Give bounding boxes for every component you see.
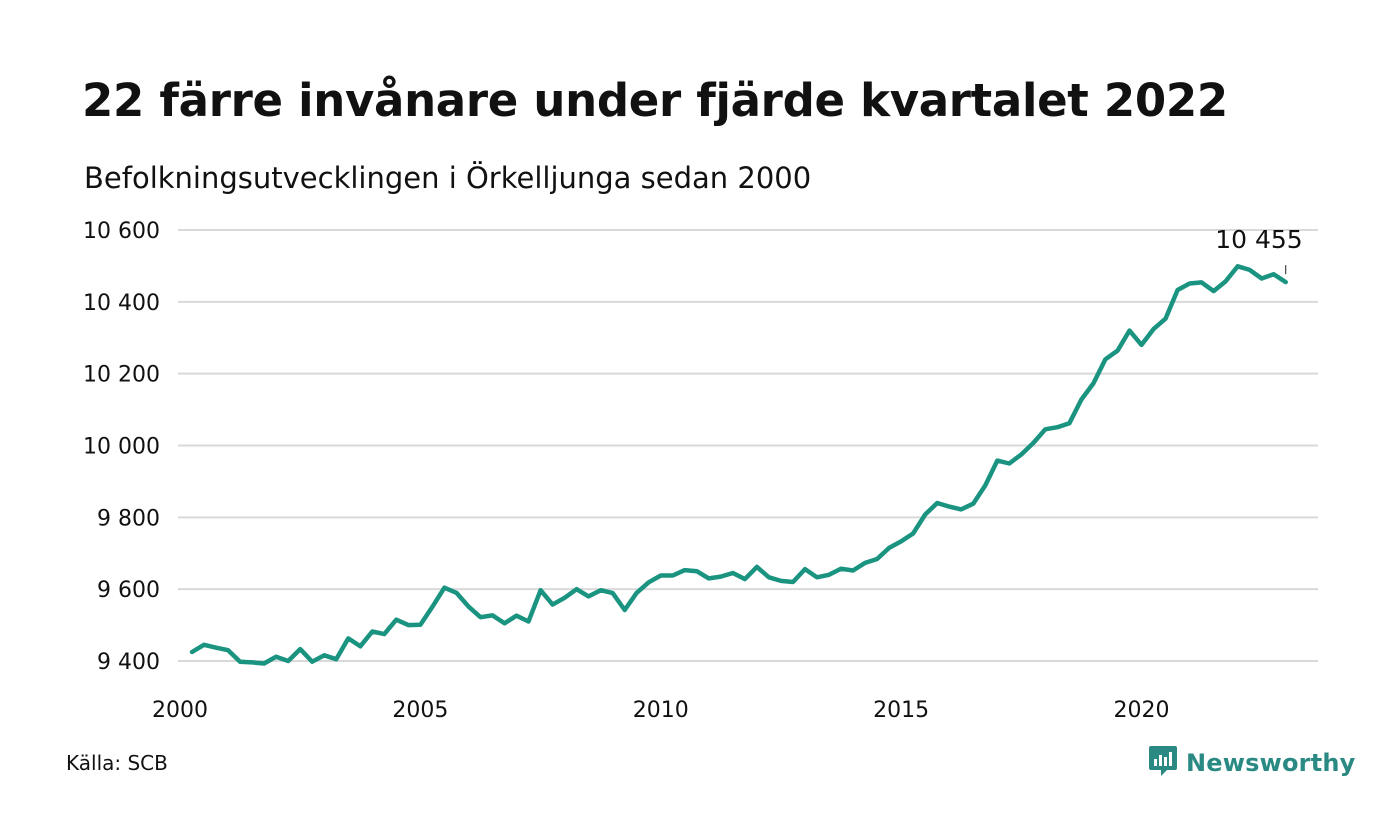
end-value-label: 10 455 [1215,225,1302,254]
x-tick-label: 2015 [873,698,929,723]
source-note: Källa: SCB [66,751,168,775]
y-tick-label: 9 600 [97,578,160,603]
y-tick-label: 9 400 [97,650,160,675]
x-tick-label: 2000 [152,698,208,723]
x-tick-label: 2020 [1114,698,1170,723]
newsworthy-logo-icon [1148,744,1178,782]
chart-subtitle: Befolkningsutvecklingen i Örkelljunga se… [84,161,812,195]
brand-name: Newsworthy [1186,749,1356,777]
y-tick-label: 9 800 [97,506,160,531]
brand-logo[interactable]: Newsworthy [1148,744,1356,782]
series-line [189,264,1288,666]
y-tick-label: 10 600 [83,219,160,244]
x-tick-label: 2005 [392,698,448,723]
y-tick-label: 10 000 [83,435,160,460]
chart-title: 22 färre invånare under fjärde kvartalet… [82,74,1228,127]
x-tick-label: 2010 [633,698,689,723]
y-tick-label: 10 200 [83,363,160,388]
y-tick-label: 10 400 [83,291,160,316]
